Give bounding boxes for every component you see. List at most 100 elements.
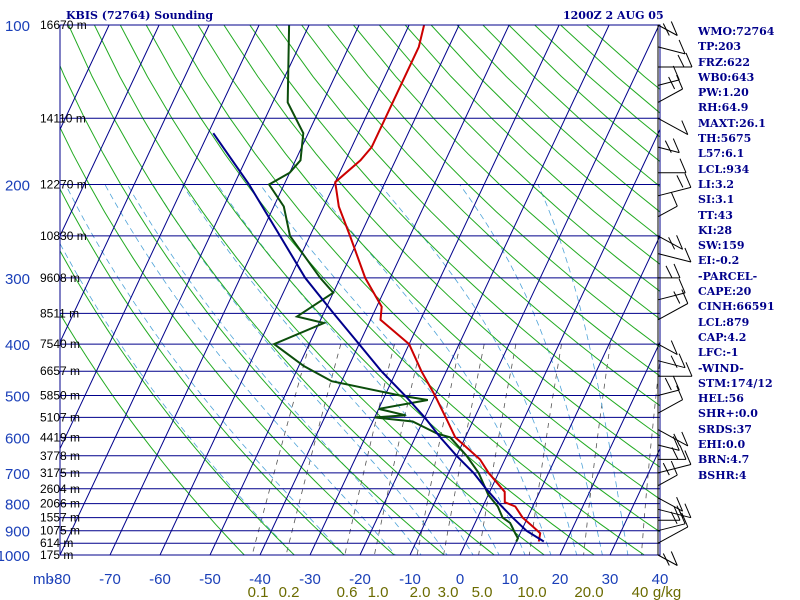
height-label: 3778 m — [40, 449, 80, 463]
wind-barb-staff — [657, 205, 678, 218]
index-line: MAXT:26.1 — [698, 116, 766, 130]
station-title: KBIS (72764) Sounding — [66, 9, 214, 22]
height-label: 5850 m — [40, 389, 80, 403]
dry-adiabat — [327, 25, 660, 348]
temperature-tick-label: -20 — [349, 571, 371, 588]
dewpoint-line — [267, 25, 520, 542]
index-line: STM:174/12 — [698, 376, 773, 390]
wind-barb-flag — [678, 509, 686, 524]
height-label: 5107 m — [40, 410, 80, 424]
wind-barb-flag — [673, 291, 681, 304]
isotherm-line — [259, 25, 510, 555]
mixing-ratio-line — [416, 344, 461, 555]
wind-barb-flag — [684, 450, 692, 465]
isotherm-line — [409, 25, 660, 555]
index-line: SHR+:0.0 — [698, 407, 758, 421]
pressure-tick-label: 300 — [5, 271, 30, 288]
wind-barb-flag — [678, 39, 686, 55]
mixing-ratio-label: 0.6 — [337, 584, 358, 600]
wind-barb-flag — [668, 237, 676, 250]
moist-adiabat — [104, 184, 396, 555]
wind-barb-flag — [677, 54, 685, 68]
isotherm-line — [60, 25, 110, 131]
temperature-tick-label: -50 — [199, 571, 221, 588]
height-label: 14110 m — [40, 111, 86, 125]
index-line: TP:203 — [698, 40, 742, 54]
wind-barb-flag — [676, 385, 684, 400]
wind-barb-staff — [657, 389, 680, 396]
height-label: 175 m — [40, 548, 73, 562]
height-label: 7540 m — [40, 337, 80, 351]
wind-barb-staff — [657, 399, 683, 414]
dry-adiabat — [119, 25, 596, 555]
index-line: TH:5675 — [698, 132, 752, 146]
wind-barb-staff — [657, 303, 689, 321]
wind-barb-flag — [673, 433, 681, 447]
temperature-tick-label: 40 — [652, 571, 669, 588]
isotherm-line — [109, 25, 360, 555]
wind-barb-flag — [670, 340, 678, 355]
wind-barb-flag — [672, 375, 680, 391]
wind-barb-flag — [670, 355, 678, 368]
index-line: EI:-0.2 — [698, 254, 740, 268]
wind-barb-flag — [676, 175, 684, 188]
wind-barb-staff — [657, 79, 680, 86]
index-line: BRN:4.7 — [698, 453, 750, 467]
wind-barb-flag — [676, 74, 684, 90]
moist-adiabat — [65, 184, 345, 555]
index-line: TT:43 — [698, 208, 733, 222]
mixing-ratio-line — [285, 343, 342, 555]
wind-barb-staff — [657, 292, 686, 301]
mixing-ratio-lines — [251, 343, 660, 555]
height-label: 2066 m — [40, 497, 80, 511]
temperature-tick-label: 30 — [602, 571, 619, 588]
moist-adiabat — [537, 184, 629, 555]
mixing-ratio-label: 3.0 — [438, 584, 459, 600]
wind-barb-flag — [673, 263, 681, 279]
height-label: 3175 m — [40, 466, 80, 480]
moist-adiabat — [379, 184, 578, 555]
isotherm-line — [559, 341, 660, 555]
moist-adiabat-lines — [60, 184, 629, 555]
isotherm-line — [309, 25, 560, 555]
isotherm-line — [60, 25, 160, 238]
wind-barb-flag — [664, 377, 672, 391]
grid-lines — [60, 25, 660, 555]
wind-barb-flag — [685, 362, 693, 377]
wind-barb-flag — [670, 21, 678, 36]
index-line: CINH:66591 — [698, 300, 775, 314]
height-label: 6657 m — [40, 364, 80, 378]
pressure-tick-label: 800 — [5, 497, 30, 514]
dry-adiabat — [404, 25, 660, 265]
mixing-ratio-label: 0.1 — [248, 584, 269, 600]
wind-barb-flag — [662, 462, 670, 476]
wind-barb-staff — [657, 508, 692, 519]
wind-barb-flag — [681, 512, 689, 528]
temperature-tick-label: -80 — [49, 571, 71, 588]
mixing-ratio-label: g/kg — [653, 584, 681, 600]
index-line: HEL:56 — [698, 392, 744, 406]
mixing-ratio-line — [478, 344, 517, 555]
height-label: 2604 m — [40, 482, 80, 496]
wind-barb-staff — [657, 146, 680, 154]
height-label: 16670 m — [40, 18, 87, 32]
wind-barb-flag — [676, 235, 684, 250]
isotherm-line — [459, 128, 660, 555]
index-line: -WIND- — [698, 361, 744, 375]
index-line: LI:3.2 — [698, 177, 735, 191]
wind-barb-flag — [681, 120, 689, 135]
wind-barb-staff — [657, 235, 683, 250]
wind-barb-flag — [678, 353, 686, 368]
pressure-tick-label: 1000 — [0, 548, 30, 565]
wind-barb-staff — [657, 523, 686, 532]
plot-frame — [59, 24, 661, 556]
height-label: 10830 m — [40, 229, 87, 243]
temperature-tick-label: 0 — [456, 571, 464, 588]
mixing-ratio-label: 0.2 — [279, 584, 300, 600]
sounding-series — [212, 25, 545, 543]
wind-barb-flag — [676, 497, 684, 512]
moist-adiabat — [259, 184, 526, 555]
dry-adiabat — [249, 25, 660, 437]
height-label: 1075 m — [40, 524, 80, 538]
index-line: WMO:72764 — [698, 25, 775, 38]
